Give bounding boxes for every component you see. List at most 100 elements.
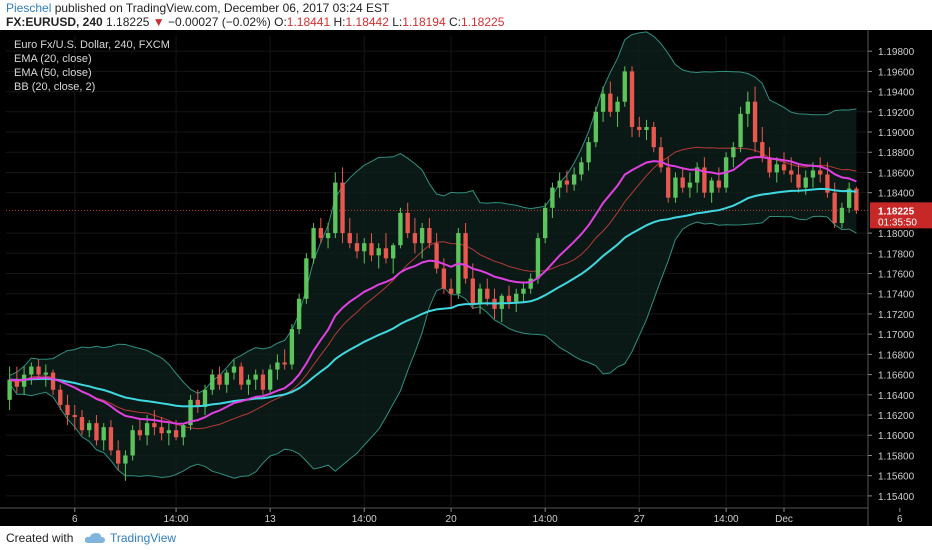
ema20-line: [9, 156, 857, 425]
candle-body: [210, 374, 215, 390]
ema50-line: [9, 187, 857, 408]
candle-body: [803, 177, 808, 188]
open-label: O:: [274, 15, 287, 29]
candle-body: [673, 177, 678, 198]
price-tick-label: 1.19200: [878, 108, 915, 119]
time-tick-label: 14:00: [714, 514, 739, 525]
candle-body: [818, 170, 823, 175]
candle-body: [7, 379, 12, 400]
created-with-label: Created with: [6, 531, 74, 545]
candle-body: [810, 170, 816, 178]
price-tick-label: 1.18800: [878, 148, 915, 159]
candle-body: [687, 182, 693, 188]
candle-body: [448, 288, 454, 294]
tradingview-brand-link[interactable]: TradingView: [110, 531, 177, 545]
candle-body: [485, 288, 490, 299]
footer: Created with TradingView: [0, 526, 932, 550]
low-value: 1.18194: [402, 15, 446, 29]
bollinger-upper-band: [9, 31, 857, 394]
candlestick-chart[interactable]: 1.19800 1.19600 1.19400 1.19200 1.19000 1.188…: [0, 30, 932, 526]
candle-body: [246, 379, 251, 385]
candle-body: [333, 182, 338, 234]
candle-body: [731, 147, 736, 158]
price-tick-label: 1.16000: [878, 431, 915, 442]
candle-body: [658, 147, 664, 168]
candle-body: [231, 366, 237, 373]
author-link[interactable]: Pieschel: [6, 1, 52, 15]
tradingview-cloud-icon: [84, 532, 106, 544]
symbol-label: FX:EURUSD, 240: [6, 15, 103, 29]
price-axis: [868, 30, 932, 526]
time-tick-label: Dec: [775, 514, 793, 525]
candle-body: [629, 71, 635, 127]
price-tick-label: 1.19600: [878, 67, 915, 78]
candle-body: [36, 366, 41, 375]
candle-body: [434, 243, 439, 269]
candle-body: [514, 293, 519, 302]
candle-body: [571, 174, 577, 185]
close-label: C:: [449, 15, 461, 29]
candle-body: [108, 427, 114, 451]
legend-ema50[interactable]: EMA (50, close): [14, 67, 92, 79]
time-tick-label: 6: [72, 514, 78, 525]
price-tick-label: 1.18000: [878, 229, 915, 240]
time-tick-label: 6: [897, 514, 903, 525]
time-tick-label: 27: [634, 514, 646, 525]
candle-body: [427, 228, 432, 244]
down-arrow-icon: ▼: [152, 15, 165, 29]
candle-body: [14, 379, 20, 387]
close-value: 1.18225: [461, 15, 505, 29]
candle-body: [825, 174, 830, 193]
time-tick-label: 14:00: [533, 514, 558, 525]
bollinger-fill: [9, 31, 857, 479]
candle-body: [50, 372, 56, 390]
candle-body: [694, 167, 700, 183]
candle-body: [289, 329, 295, 365]
candle-body: [260, 374, 266, 390]
candle-body: [340, 182, 345, 234]
indicator-legend: Euro Fx/U.S. Dollar, 240, FXCM EMA (20, …: [14, 38, 170, 94]
price-change: −0.00027 (−0.02%): [168, 15, 271, 29]
candle-body: [738, 113, 743, 148]
candle-body: [354, 243, 360, 252]
quote-line: FX:EURUSD, 240 1.18225 ▼ −0.00027 (−0.02…: [6, 15, 504, 29]
candle-body: [239, 366, 244, 385]
candle-body: [166, 430, 172, 434]
price-tick-label: 1.18400: [878, 189, 915, 200]
candle-body: [65, 404, 70, 416]
candle-body: [752, 101, 758, 143]
candle-body: [774, 164, 779, 173]
price-tick-label: 1.16800: [878, 350, 915, 361]
candle-body: [760, 142, 765, 158]
legend-ema20[interactable]: EMA (20, close): [14, 53, 92, 65]
candle-body: [217, 374, 222, 385]
price-tick-label: 1.15800: [878, 451, 915, 462]
candle-body: [144, 423, 150, 436]
candle-body: [347, 233, 352, 244]
publish-info: published on TradingView.com, December 0…: [54, 1, 390, 15]
candle-body: [383, 248, 389, 259]
current-price-tag: [870, 202, 932, 229]
candle-body: [181, 425, 186, 438]
candle-body: [405, 212, 410, 234]
candle-body: [398, 212, 403, 246]
time-tick-label: 14:00: [352, 514, 377, 525]
candle-body: [369, 243, 374, 256]
candle-body: [622, 71, 627, 102]
candle-body: [173, 430, 179, 438]
price-tick-label: 1.17600: [878, 270, 915, 281]
candle-body: [58, 389, 63, 405]
bollinger-basis: [9, 146, 857, 430]
candle-body: [767, 157, 772, 173]
candle-body: [550, 187, 555, 208]
candle-body: [202, 389, 208, 407]
price-tick-label: 1.18600: [878, 168, 915, 179]
high-label: H:: [333, 15, 346, 29]
candle-body: [43, 372, 48, 375]
candle-body: [29, 366, 34, 375]
candle-body: [579, 162, 584, 175]
candle-body: [564, 180, 570, 185]
price-tick-label: 1.15600: [878, 472, 915, 483]
chart-area[interactable]: 1.19800 1.19600 1.19400 1.19200 1.19000 1.188…: [0, 30, 932, 526]
legend-bb[interactable]: BB (20, close, 2): [14, 81, 96, 93]
